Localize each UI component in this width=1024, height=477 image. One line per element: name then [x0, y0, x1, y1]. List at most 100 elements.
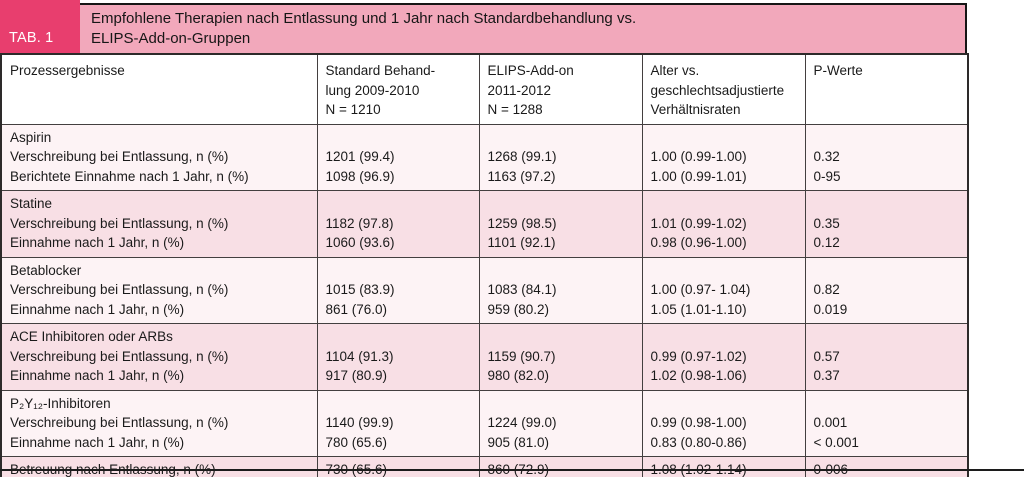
standard-cell: 730 (65.6)	[316, 456, 480, 477]
pvalue-cell: 0.35 0.12	[804, 190, 969, 258]
elips-cell: 860 (72.9)	[478, 456, 643, 477]
value-line: 1098 (96.9)	[325, 168, 395, 184]
ratio-cell: 1.00 (0.97- 1.04) 1.05 (1.01-1.10)	[641, 256, 806, 324]
value-line: 980 (82.0)	[487, 368, 550, 383]
label-cell: Statine Verschreibung bei Entlassung, n …	[0, 190, 318, 258]
sub-label: Berichtete Einnahme nach 1 Jahr, n (%)	[10, 168, 249, 184]
value-line: 1083 (84.1)	[487, 282, 557, 297]
sub-label: Verschreibung bei Entlassung, n (%)	[10, 415, 229, 430]
standard-cell: 1015 (83.9) 861 (76.0)	[316, 256, 480, 324]
value-line: 917 (80.9)	[325, 368, 388, 383]
column-header-ratio: Alter vs. geschlechtsadjustierte Verhält…	[641, 53, 806, 125]
value-line: 0.12	[813, 235, 840, 250]
pvalue-cell: 0.001 < 0.001	[804, 389, 969, 457]
bottom-rule	[0, 469, 1024, 471]
value-line: 861 (76.0)	[325, 301, 388, 317]
standard-cell: 1104 (91.3) 917 (80.9)	[316, 323, 480, 391]
value-line: 1.01 (0.99-1.02)	[650, 215, 747, 231]
value-line: 0.99 (0.98-1.00)	[650, 415, 747, 430]
table-row-aspirin: Aspirin Verschreibung bei Entlassung, n …	[0, 123, 969, 191]
label-cell: Betablocker Verschreibung bei Entlassung…	[0, 256, 318, 324]
column-header-prozessergebnisse: Prozessergebnisse	[0, 53, 318, 125]
pvalue-cell: 0-006	[804, 456, 969, 477]
value-line: 1224 (99.0)	[487, 415, 557, 430]
header-band: TAB. 1 Empfohlene Therapien nach Entlass…	[0, 0, 967, 53]
value-line: 1182 (97.8)	[325, 215, 394, 231]
value-line: 0.32	[813, 149, 840, 164]
value-line: 1.00 (0.99-1.01)	[650, 168, 747, 184]
value-line: 1.00 (0.99-1.00)	[650, 149, 747, 164]
value-line: 905 (81.0)	[487, 434, 550, 450]
ratio-cell: 1.00 (0.99-1.00) 1.00 (0.99-1.01)	[641, 123, 806, 191]
table-title-band: Empfohlene Therapien nach Entlassung und…	[80, 3, 967, 53]
pvalue-cell: 0.82 0.019	[804, 256, 969, 324]
elips-cell: 1159 (90.7) 980 (82.0)	[478, 323, 643, 391]
drug-label: Aspirin	[10, 129, 52, 145]
table-row-betreuung: Betreuung nach Entlassung, n (%) 730 (65…	[0, 456, 969, 477]
value-line: 959 (80.2)	[487, 301, 550, 317]
sub-label: Verschreibung bei Entlassung, n (%)	[10, 215, 229, 231]
label-cell: Betreuung nach Entlassung, n (%)	[0, 456, 318, 477]
ratio-cell: 0.99 (0.98-1.00) 0.83 (0.80-0.86)	[641, 389, 806, 457]
value-line: 1.00 (0.97- 1.04)	[650, 282, 751, 297]
drug-label: ACE Inhibitoren oder ARBs	[10, 329, 173, 344]
data-table: Prozessergebnisse Standard Behand- lung …	[0, 53, 969, 477]
value-line: 1163 (97.2)	[487, 168, 556, 184]
table-row-p2y12-inhibitoren: P₂Y₁₂-Inhibitoren Verschreibung bei Entl…	[0, 389, 969, 457]
value-line: 1101 (92.1)	[487, 235, 556, 250]
sub-label: Einnahme nach 1 Jahr, n (%)	[10, 434, 185, 450]
value-line: 1201 (99.4)	[325, 149, 395, 164]
value-line: 1104 (91.3)	[325, 348, 394, 364]
ratio-cell: 0.99 (0.97-1.02) 1.02 (0.98-1.06)	[641, 323, 806, 391]
value-line: 1140 (99.9)	[325, 415, 394, 430]
value-line: 0.82	[813, 282, 840, 297]
value-line: 1015 (83.9)	[325, 282, 395, 297]
table-title: Empfohlene Therapien nach Entlassung und…	[91, 10, 637, 47]
elips-cell: 1083 (84.1) 959 (80.2)	[478, 256, 643, 324]
label-cell: ACE Inhibitoren oder ARBs Verschreibung …	[0, 323, 318, 391]
value-line: 0.001	[813, 415, 848, 430]
value-line: 1.05 (1.01-1.10)	[650, 301, 747, 317]
sub-label: Einnahme nach 1 Jahr, n (%)	[10, 235, 185, 250]
value-line: 0.99 (0.97-1.02)	[650, 348, 747, 364]
label-cell: Aspirin Verschreibung bei Entlassung, n …	[0, 123, 318, 191]
sub-label: Einnahme nach 1 Jahr, n (%)	[10, 301, 185, 317]
value-line: 1159 (90.7)	[487, 348, 556, 364]
label-cell: P₂Y₁₂-Inhibitoren Verschreibung bei Entl…	[0, 389, 318, 457]
sub-label: Einnahme nach 1 Jahr, n (%)	[10, 368, 185, 383]
table-badge-label: TAB. 1	[9, 30, 54, 46]
value-line: 0.98 (0.96-1.00)	[650, 235, 747, 250]
sub-label: Verschreibung bei Entlassung, n (%)	[10, 282, 229, 297]
elips-cell: 1268 (99.1) 1163 (97.2)	[478, 123, 643, 191]
value-line: 1268 (99.1)	[487, 149, 557, 164]
drug-label: P₂Y₁₂-Inhibitoren	[10, 395, 111, 411]
value-line: 1259 (98.5)	[487, 215, 557, 231]
pvalue-cell: 0.57 0.37	[804, 323, 969, 391]
value-line: < 0.001	[813, 434, 859, 450]
value-line: 0.83 (0.80-0.86)	[650, 434, 747, 450]
value-line: 0.35	[813, 215, 840, 231]
table-badge: TAB. 1	[0, 0, 80, 53]
value-line: 0-95	[813, 168, 841, 184]
column-header-elips: ELIPS-Add-on 2011-2012 N = 1288	[478, 53, 643, 125]
column-header-row: Prozessergebnisse Standard Behand- lung …	[0, 53, 969, 125]
drug-label: Betablocker	[10, 262, 82, 278]
elips-cell: 1259 (98.5) 1101 (92.1)	[478, 190, 643, 258]
value-line: 780 (65.6)	[325, 434, 388, 450]
elips-cell: 1224 (99.0) 905 (81.0)	[478, 389, 643, 457]
ratio-cell: 1.01 (0.99-1.02) 0.98 (0.96-1.00)	[641, 190, 806, 258]
value-line: 1.02 (0.98-1.06)	[650, 368, 747, 383]
value-line: 0.37	[813, 368, 840, 383]
standard-cell: 1140 (99.9) 780 (65.6)	[316, 389, 480, 457]
value-line: 0.57	[813, 348, 840, 364]
column-header-pwerte: P-Werte	[804, 53, 969, 125]
ratio-cell: 1.08 (1.02-1.14)	[641, 456, 806, 477]
pvalue-cell: 0.32 0-95	[804, 123, 969, 191]
value-line: 0.019	[813, 301, 848, 317]
standard-cell: 1182 (97.8) 1060 (93.6)	[316, 190, 480, 258]
column-header-standard: Standard Behand- lung 2009-2010 N = 1210	[316, 53, 480, 125]
sub-label: Verschreibung bei Entlassung, n (%)	[10, 348, 229, 364]
sub-label: Verschreibung bei Entlassung, n (%)	[10, 149, 229, 164]
value-line: 1060 (93.6)	[325, 235, 395, 250]
